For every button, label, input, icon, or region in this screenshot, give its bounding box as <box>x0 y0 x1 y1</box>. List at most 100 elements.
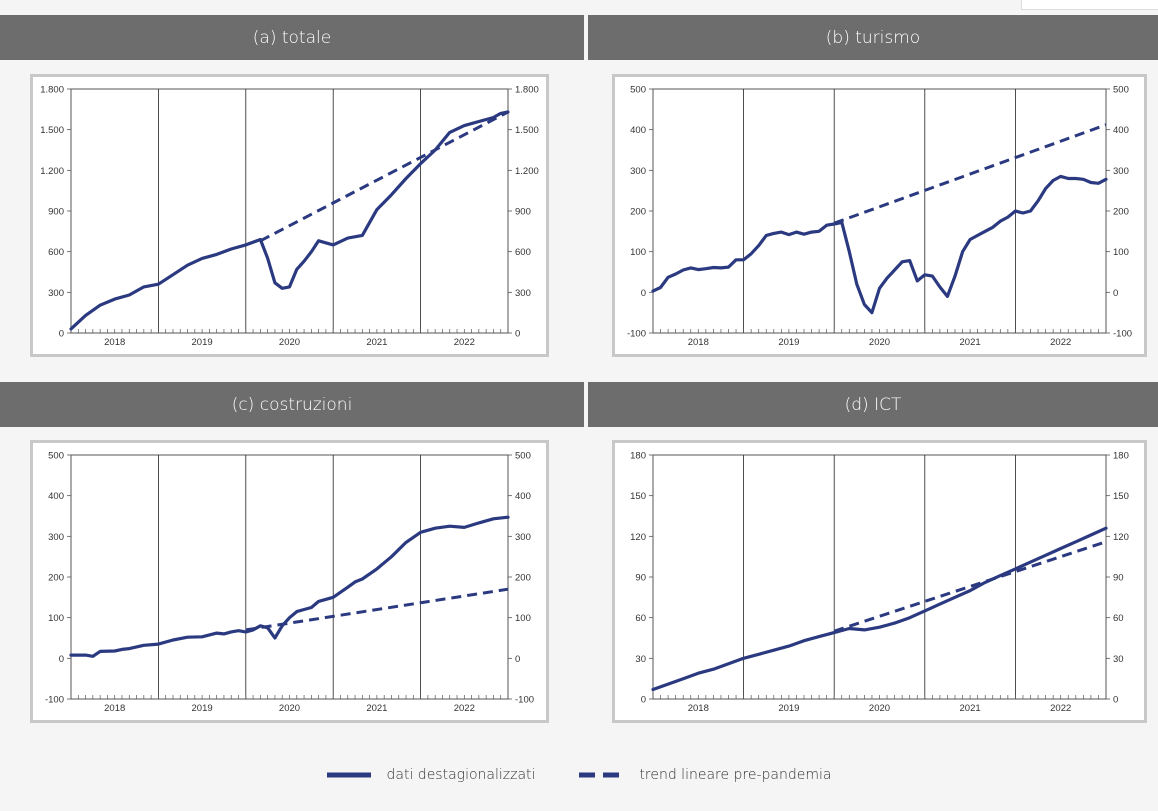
y-tick-label-left: 400 <box>48 491 64 502</box>
chart-b: -100 -100 0 0 100 100 200 200 300 300 400 400 500 500… <box>612 74 1147 357</box>
chart-d: 0 0 30 30 60 60 90 90 120 120 150 150 180 180 2018 2019… <box>612 440 1147 723</box>
y-tick-label-left: 0 <box>59 329 64 340</box>
plot-frame <box>652 454 1107 700</box>
y-tick-label-right: 500 <box>1113 85 1129 96</box>
legend-trend-label: trend lineare pre-pandemia <box>639 767 832 783</box>
panel-b-title: (b) turismo <box>825 27 921 48</box>
y-tick-label-left: 300 <box>48 288 64 299</box>
plot-frame <box>70 454 509 700</box>
y-tick-label-left: -100 <box>45 695 64 706</box>
y-tick-label-left: 500 <box>630 85 646 96</box>
y-tick-label-right: 900 <box>515 207 531 218</box>
x-year-label: 2018 <box>104 703 125 714</box>
y-tick-label-right: 500 <box>515 451 531 462</box>
y-tick-label-left: 600 <box>48 247 64 258</box>
y-tick-label-right: 30 <box>1113 654 1124 665</box>
x-year-label: 2020 <box>869 337 890 348</box>
legend-actual-label: dati destagionalizzati <box>386 767 536 783</box>
y-tick-label-left: 150 <box>630 491 646 502</box>
y-tick-label-right: 150 <box>1113 491 1129 502</box>
y-tick-label-right: 1.200 <box>515 166 539 177</box>
y-tick-label-right: 200 <box>515 573 531 584</box>
y-tick-label-left: 300 <box>48 532 64 543</box>
y-tick-label-right: 400 <box>515 491 531 502</box>
y-tick-label-right: 0 <box>1113 695 1118 706</box>
x-year-label: 2020 <box>279 337 300 348</box>
trend-line <box>833 123 1107 225</box>
y-tick-label-left: 90 <box>635 573 646 584</box>
y-tick-label-left: 500 <box>48 451 64 462</box>
x-year-label: 2019 <box>192 337 213 348</box>
y-tick-label-right: 1.500 <box>515 125 539 136</box>
chart-a: 0 0 300 300 600 600 900 900 1.200 1.200 1.500 1.500… <box>30 74 549 357</box>
panel-a-header: (a) totale <box>0 15 584 60</box>
trend-line <box>833 540 1107 633</box>
y-tick-label-right: 180 <box>1113 451 1129 462</box>
y-tick-label-left: 180 <box>630 451 646 462</box>
y-tick-label-left: 1.500 <box>40 125 64 136</box>
y-tick-label-left: 30 <box>635 654 646 665</box>
y-tick-label-left: 120 <box>630 532 646 543</box>
panel-d-title: (d) ICT <box>844 394 902 415</box>
x-year-label: 2021 <box>960 337 981 348</box>
y-tick-label-left: 400 <box>630 125 646 136</box>
legend: dati destagionalizzati trend lineare pre… <box>0 760 1158 790</box>
y-tick-label-right: 90 <box>1113 573 1124 584</box>
y-tick-label-right: 300 <box>1113 166 1129 177</box>
corner-tab <box>1021 0 1158 10</box>
y-tick-label-right: 400 <box>1113 125 1129 136</box>
y-tick-label-left: 300 <box>630 166 646 177</box>
data-line <box>651 174 1108 315</box>
y-tick-label-right: 600 <box>515 247 531 258</box>
panel-c-title: (c) costruzioni <box>231 394 353 415</box>
y-tick-label-left: 100 <box>48 613 64 624</box>
x-year-label: 2019 <box>778 703 799 714</box>
x-year-label: 2022 <box>1050 703 1071 714</box>
x-year-label: 2018 <box>104 337 125 348</box>
y-tick-label-left: 0 <box>641 695 646 706</box>
y-tick-label-right: 0 <box>515 329 520 340</box>
x-year-label: 2018 <box>688 337 709 348</box>
x-year-label: 2019 <box>778 337 799 348</box>
x-year-label: 2020 <box>869 703 890 714</box>
legend-item-actual: dati destagionalizzati <box>326 767 536 783</box>
y-tick-label-right: 300 <box>515 532 531 543</box>
y-tick-label-right: 60 <box>1113 613 1124 624</box>
x-year-label: 2021 <box>366 337 387 348</box>
chart-b-svg: -100 -100 0 0 100 100 200 200 300 300 400 400 500 500… <box>627 85 1132 349</box>
x-year-label: 2022 <box>1050 337 1071 348</box>
y-tick-label-left: 60 <box>635 613 646 624</box>
x-year-label: 2021 <box>366 703 387 714</box>
x-year-label: 2021 <box>960 703 981 714</box>
y-tick-label-right: 120 <box>1113 532 1129 543</box>
y-tick-label-right: 0 <box>1113 288 1118 299</box>
chart-c: -100 -100 0 0 100 100 200 200 300 300 400 400 500 500… <box>30 440 549 723</box>
y-tick-label-left: 900 <box>48 207 64 218</box>
plot-frame <box>652 88 1107 334</box>
trend-line <box>259 110 509 243</box>
panel-c-header: (c) costruzioni <box>0 382 584 427</box>
y-tick-label-right: 100 <box>515 613 531 624</box>
x-year-label: 2020 <box>279 703 300 714</box>
y-tick-label-right: 100 <box>1113 247 1129 258</box>
y-tick-label-left: 0 <box>641 288 646 299</box>
legend-item-trend: trend lineare pre-pandemia <box>579 767 831 783</box>
chart-d-svg: 0 0 30 30 60 60 90 90 120 120 150 150 180 180 2018 2019… <box>630 451 1129 715</box>
y-tick-label-left: 1.200 <box>40 166 64 177</box>
y-tick-label-left: -100 <box>627 329 646 340</box>
panel-d-header: (d) ICT <box>588 382 1158 427</box>
y-tick-label-right: 300 <box>515 288 531 299</box>
data-line <box>69 515 510 658</box>
data-line <box>69 110 510 331</box>
legend-solid-line-icon <box>326 772 371 778</box>
data-line <box>651 526 1108 692</box>
y-tick-label-left: 0 <box>59 654 64 665</box>
y-tick-label-right: 0 <box>515 654 520 665</box>
y-tick-label-right: 200 <box>1113 207 1129 218</box>
x-year-label: 2022 <box>454 703 475 714</box>
y-tick-label-right: -100 <box>515 695 534 706</box>
y-tick-label-left: 200 <box>48 573 64 584</box>
panel-b-header: (b) turismo <box>588 15 1158 60</box>
chart-c-svg: -100 -100 0 0 100 100 200 200 300 300 400 400 500 500… <box>45 451 534 715</box>
legend-dashed-line-icon <box>579 772 624 778</box>
